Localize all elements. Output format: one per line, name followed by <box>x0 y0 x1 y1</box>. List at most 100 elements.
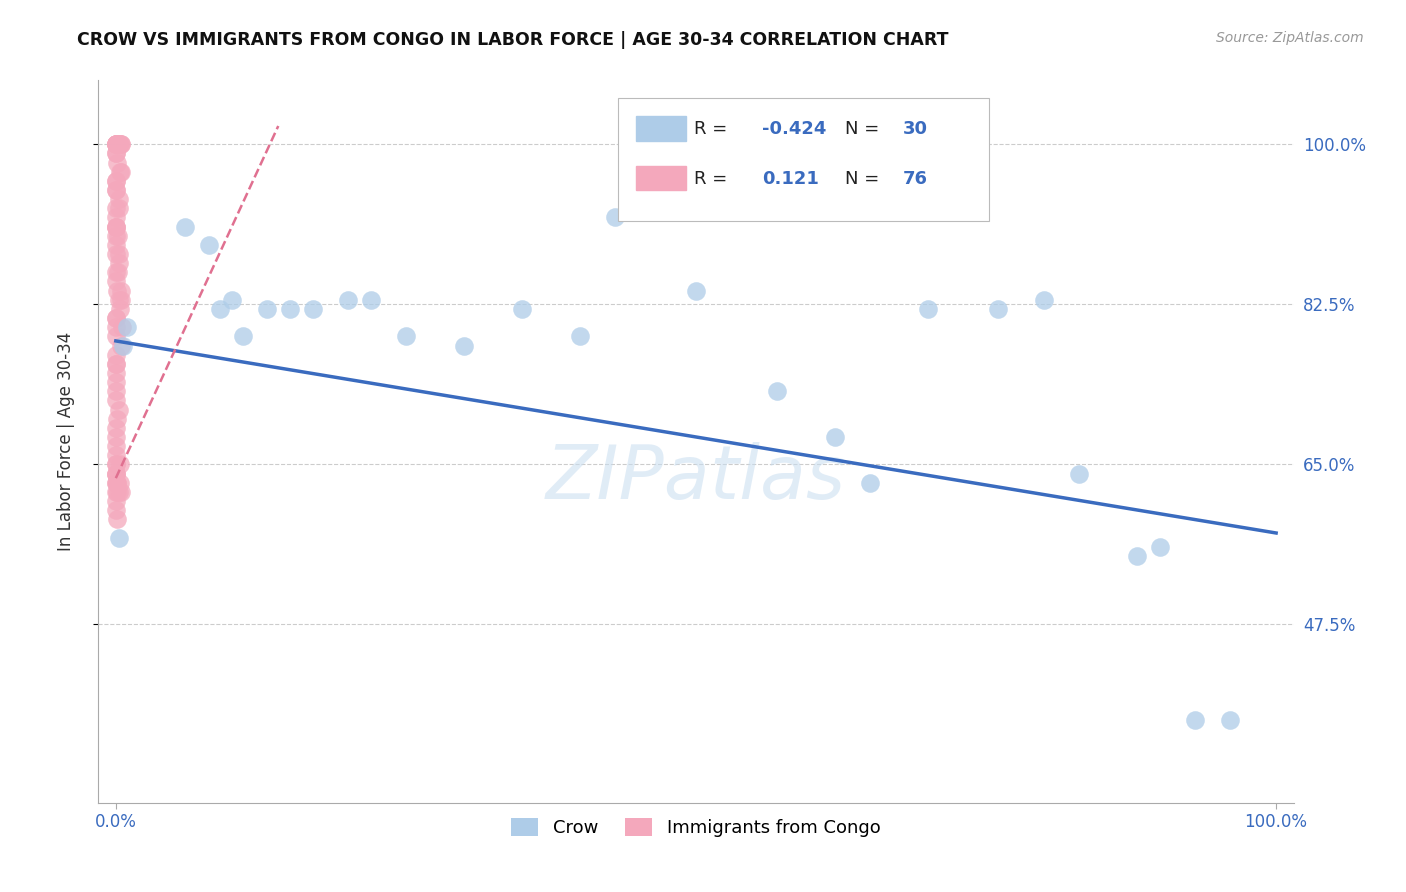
Point <box>197 238 219 252</box>
Point <box>104 137 127 152</box>
Point <box>111 338 134 352</box>
Point <box>107 402 129 417</box>
Point <box>107 512 129 526</box>
FancyBboxPatch shape <box>637 166 686 190</box>
Point <box>1219 714 1241 728</box>
Point <box>110 137 132 152</box>
Point <box>1184 714 1206 728</box>
Point <box>105 155 128 169</box>
Point <box>108 247 131 261</box>
Point <box>336 293 359 307</box>
Text: 0.121: 0.121 <box>762 169 818 187</box>
Point <box>104 439 127 453</box>
Point <box>104 503 127 517</box>
Point <box>104 202 127 216</box>
Point <box>1126 549 1149 563</box>
Point <box>108 293 131 307</box>
Point <box>104 311 127 326</box>
Point <box>108 202 131 216</box>
Point <box>104 275 127 289</box>
Point <box>1067 467 1090 481</box>
Point <box>104 366 127 380</box>
Point <box>256 301 278 316</box>
Point <box>104 475 127 490</box>
Point <box>104 247 127 261</box>
FancyBboxPatch shape <box>637 117 686 141</box>
Text: N =: N = <box>845 169 886 187</box>
Point <box>1149 540 1171 554</box>
Point <box>859 475 882 490</box>
Point <box>105 475 128 490</box>
Point <box>110 475 132 490</box>
Point <box>104 458 127 472</box>
Point <box>104 348 127 362</box>
Point <box>1033 293 1056 307</box>
Text: -0.424: -0.424 <box>762 120 827 138</box>
Point <box>104 393 127 408</box>
Point <box>110 137 132 152</box>
Point <box>766 384 789 399</box>
Point <box>221 293 243 307</box>
Point <box>104 467 127 481</box>
Point <box>104 357 127 371</box>
Point <box>110 338 132 352</box>
Point <box>105 475 128 490</box>
Point <box>104 311 127 326</box>
Y-axis label: In Labor Force | Age 30-34: In Labor Force | Age 30-34 <box>56 332 75 551</box>
Point <box>108 484 131 499</box>
Point <box>104 448 127 462</box>
Point <box>104 146 127 161</box>
Point <box>174 219 197 234</box>
Point <box>104 219 127 234</box>
Point <box>107 256 129 270</box>
Point <box>108 531 131 545</box>
Text: CROW VS IMMIGRANTS FROM CONGO IN LABOR FORCE | AGE 30-34 CORRELATION CHART: CROW VS IMMIGRANTS FROM CONGO IN LABOR F… <box>77 31 949 49</box>
Point <box>987 301 1010 316</box>
Point <box>104 219 127 234</box>
Point <box>110 165 132 179</box>
Text: 30: 30 <box>903 120 928 138</box>
Point <box>105 183 128 197</box>
Point <box>209 301 232 316</box>
Point <box>110 320 132 334</box>
Point <box>453 338 475 352</box>
Point <box>104 357 127 371</box>
Point <box>105 458 128 472</box>
Point <box>117 320 139 334</box>
Point <box>104 421 127 435</box>
Point <box>104 430 127 444</box>
Point <box>104 137 127 152</box>
Point <box>107 228 129 243</box>
Point <box>104 320 127 334</box>
Point <box>110 293 132 307</box>
Text: Source: ZipAtlas.com: Source: ZipAtlas.com <box>1216 31 1364 45</box>
Point <box>917 301 939 316</box>
Point <box>104 265 127 279</box>
Point <box>104 238 127 252</box>
Text: R =: R = <box>693 169 733 187</box>
Point <box>104 137 127 152</box>
Point <box>104 475 127 490</box>
Point <box>104 228 127 243</box>
Point <box>105 484 128 499</box>
Legend: Crow, Immigrants from Congo: Crow, Immigrants from Congo <box>505 811 887 845</box>
Point <box>395 329 418 343</box>
FancyBboxPatch shape <box>619 98 988 221</box>
Point <box>568 329 591 343</box>
Point <box>685 284 707 298</box>
Point <box>104 137 127 152</box>
Point <box>105 174 128 188</box>
Point <box>360 293 382 307</box>
Point <box>107 137 129 152</box>
Point <box>110 484 132 499</box>
Point <box>110 137 132 152</box>
Point <box>302 301 325 316</box>
Point <box>104 183 127 197</box>
Point <box>278 301 301 316</box>
Point <box>232 329 254 343</box>
Point <box>105 284 128 298</box>
Point <box>104 375 127 389</box>
Point <box>104 329 127 343</box>
Point <box>104 219 127 234</box>
Point <box>105 137 128 152</box>
